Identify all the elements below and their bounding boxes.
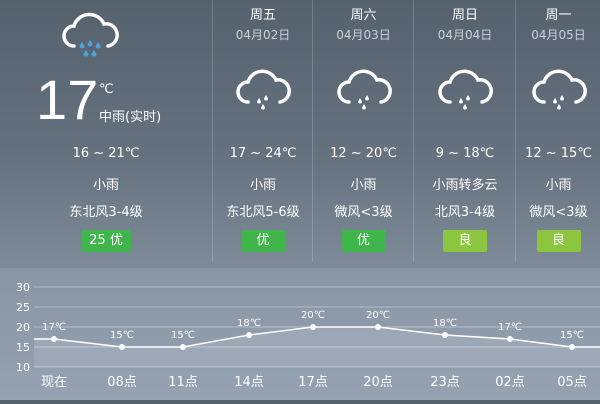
temp-range: 9 ~ 18℃: [435, 146, 495, 161]
x-tick-label: 05点: [557, 375, 587, 390]
x-tick-label: 14点: [234, 375, 264, 390]
day-name: 周五: [249, 8, 276, 23]
aqi-badge: 良: [443, 230, 487, 252]
data-label: 20℃: [366, 310, 390, 321]
data-point: [310, 324, 316, 330]
x-tick-label: 20点: [363, 375, 393, 390]
aqi-badge: 25 优: [81, 230, 131, 252]
x-tick-label: 23点: [430, 375, 460, 390]
temp-range: 17 ~ 24℃: [229, 146, 297, 161]
moderate-rain-icon: [62, 12, 119, 57]
light-rain-icon: [336, 69, 392, 110]
weather-desc: 小雨: [92, 178, 119, 193]
hourly-temperature-chart: 30 25 20 15 10 17℃ 现在 15℃ 08点 15℃ 11点 18℃ 14点 20℃ 17点 2…: [0, 268, 600, 400]
data-label: 17℃: [498, 322, 522, 333]
temp-range: 12 ~ 15℃: [525, 146, 592, 161]
area-fill: [34, 327, 600, 367]
day-date: 04月05日: [531, 28, 586, 42]
aqi-badge: 良: [536, 230, 581, 252]
x-tick-label: 17点: [298, 375, 328, 390]
wind-desc: 北风3-4级: [434, 205, 496, 220]
forecast-day: 周五 04月02日 17 ~ 24℃ 小雨 东北风5-6级 优: [213, 0, 313, 262]
current-condition: 中雨(实时): [99, 110, 162, 125]
day-name: 周六: [350, 8, 377, 23]
y-tick-label: 30: [16, 281, 30, 294]
data-point: [442, 332, 448, 338]
data-label: 15℃: [171, 330, 195, 341]
data-point: [119, 344, 125, 350]
column-divider: [312, 0, 313, 262]
wind-desc: 东北风5-6级: [226, 205, 300, 220]
data-point: [180, 344, 186, 350]
data-label: 15℃: [110, 330, 134, 341]
weather-desc: 小雨: [249, 178, 276, 193]
y-tick-label: 20: [16, 321, 30, 334]
x-tick-label: 08点: [107, 375, 137, 390]
data-label: 20℃: [301, 310, 325, 321]
light-rain-icon: [236, 69, 291, 110]
wind-desc: 东北风3-4级: [69, 205, 143, 220]
day-date: 04月02日: [235, 28, 291, 42]
light-rain-icon: [438, 69, 493, 110]
column-divider: [413, 0, 414, 262]
weather-desc: 小雨: [545, 178, 572, 193]
day-date: 04月04日: [437, 28, 493, 42]
x-tick-label: 02点: [495, 375, 525, 390]
data-point: [51, 336, 57, 342]
column-divider: [212, 0, 213, 262]
forecast-day: 周日 04月04日 9 ~ 18℃ 小雨转多云 北风3-4级 良: [414, 0, 516, 262]
aqi-badge: 优: [241, 230, 285, 252]
wind-desc: 微风<3级: [529, 205, 588, 220]
temp-range: 12 ~ 20℃: [330, 146, 397, 161]
forecast-day: 周一 04月05日 12 ~ 15℃ 小雨 微风<3级 良: [516, 0, 600, 262]
data-label: 18℃: [433, 318, 457, 329]
data-point: [246, 332, 252, 338]
forecast-day: 周六 04月03日 12 ~ 20℃ 小雨 微风<3级 优: [313, 0, 414, 262]
data-label: 18℃: [237, 318, 261, 329]
weather-desc: 小雨: [350, 178, 377, 193]
y-tick-label: 25: [16, 301, 30, 314]
temperature-unit: ℃: [99, 82, 114, 97]
x-tick-label: 11点: [168, 375, 198, 390]
today-panel: 17 ℃ 中雨(实时) 16 ~ 21℃ 小雨 东北风3-4级 25 优: [0, 0, 212, 262]
data-label: 17℃: [42, 322, 66, 333]
y-tick-label: 15: [16, 341, 30, 354]
day-name: 周日: [451, 8, 478, 23]
x-tick-label: 现在: [41, 375, 67, 390]
wind-desc: 微风<3级: [334, 205, 393, 220]
temp-range: 16 ~ 21℃: [72, 146, 140, 161]
data-point: [375, 324, 381, 330]
chart-svg: 30 25 20 15 10 17℃ 现在 15℃ 08点 15℃ 11点 18℃ 14点 20℃ 17点 2…: [16, 281, 600, 390]
y-tick-label: 10: [16, 361, 30, 374]
day-date: 04月03日: [336, 28, 391, 42]
data-point: [507, 336, 513, 342]
day-name: 周一: [545, 8, 572, 23]
current-temperature: 17: [36, 68, 99, 131]
data-label: 15℃: [560, 330, 584, 341]
aqi-badge: 优: [341, 230, 386, 252]
light-rain-icon: [531, 69, 587, 110]
weather-desc: 小雨转多云: [432, 178, 498, 193]
data-point: [569, 344, 575, 350]
column-divider: [515, 0, 516, 262]
